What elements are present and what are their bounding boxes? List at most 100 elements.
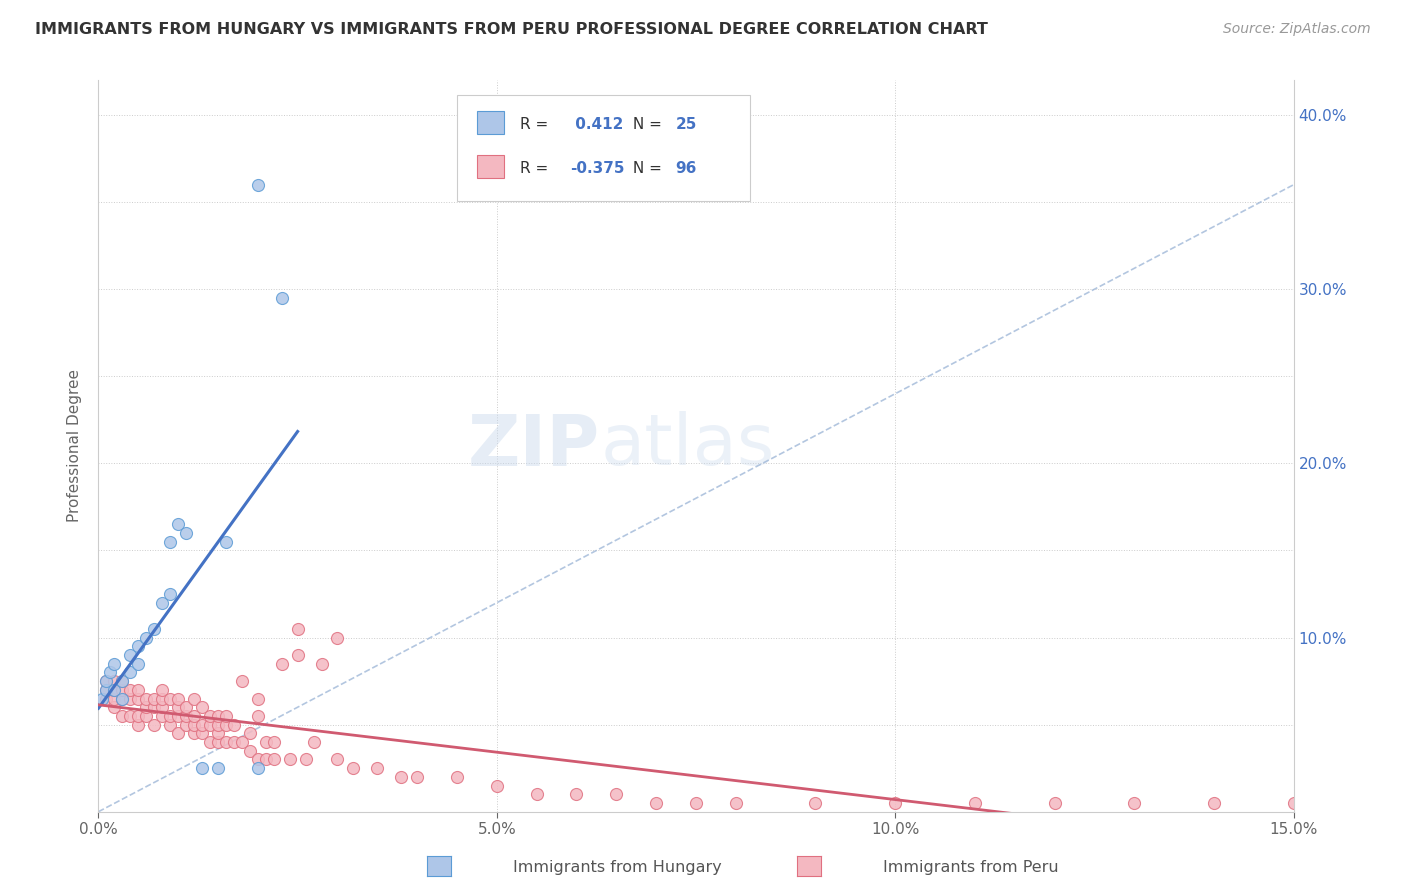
Point (605, 787, 627, 801)
Point (96, 682, 118, 697)
Point (127, 691, 149, 706)
Point (120, 682, 142, 697)
Point (215, 717, 238, 731)
Text: -0.375: -0.375 (571, 161, 626, 176)
Point (135, 709, 157, 723)
Point (167, 726, 190, 740)
Point (174, 717, 197, 731)
Text: 25: 25 (676, 117, 697, 132)
Point (96, 674, 118, 689)
Point (135, 700, 157, 714)
Point (103, 657, 125, 671)
Point (191, 717, 214, 731)
Point (207, 735, 229, 749)
Point (1123, 796, 1146, 810)
Point (150, 596, 173, 610)
Point (111, 709, 134, 723)
Point (150, 700, 173, 714)
Point (263, 752, 285, 766)
Point (167, 517, 190, 532)
Point (207, 726, 229, 740)
Point (1043, 796, 1066, 810)
Point (342, 761, 364, 775)
Point (246, 178, 269, 192)
FancyBboxPatch shape (477, 112, 503, 134)
Point (207, 717, 229, 731)
Text: IMMIGRANTS FROM HUNGARY VS IMMIGRANTS FROM PERU PROFESSIONAL DEGREE CORRELATION : IMMIGRANTS FROM HUNGARY VS IMMIGRANTS FR… (35, 22, 988, 37)
Text: 96: 96 (676, 161, 697, 176)
Point (150, 709, 173, 723)
Point (91, 691, 114, 706)
Point (389, 770, 412, 784)
Point (159, 709, 181, 723)
Text: Immigrants from Peru: Immigrants from Peru (883, 860, 1059, 874)
Point (96, 682, 118, 697)
Point (446, 770, 468, 784)
Point (254, 752, 277, 766)
Point (326, 631, 349, 645)
Point (127, 640, 149, 654)
Point (278, 752, 301, 766)
Point (183, 717, 205, 731)
Point (366, 761, 388, 775)
Point (231, 674, 253, 689)
Point (804, 796, 827, 810)
FancyBboxPatch shape (457, 95, 749, 201)
Point (254, 735, 277, 749)
Point (191, 761, 214, 775)
Text: R =: R = (520, 117, 554, 132)
Text: N =: N = (628, 117, 666, 132)
Point (1282, 796, 1305, 810)
Point (159, 534, 181, 549)
Point (103, 674, 125, 689)
Point (302, 735, 325, 749)
Point (1202, 796, 1225, 810)
Point (127, 717, 149, 731)
Point (143, 717, 166, 731)
Point (215, 534, 238, 549)
FancyBboxPatch shape (477, 155, 503, 178)
Point (215, 735, 238, 749)
Text: 0.412: 0.412 (571, 117, 624, 132)
Point (127, 682, 149, 697)
Text: Immigrants from Hungary: Immigrants from Hungary (513, 860, 721, 874)
Point (222, 735, 245, 749)
Point (143, 691, 166, 706)
Point (270, 657, 292, 671)
Point (198, 735, 221, 749)
Point (724, 796, 747, 810)
Point (111, 691, 134, 706)
Point (326, 752, 349, 766)
Point (311, 657, 333, 671)
Point (645, 796, 668, 810)
Point (127, 657, 149, 671)
Point (143, 622, 166, 636)
Point (159, 587, 181, 601)
Point (565, 787, 588, 801)
Point (246, 752, 269, 766)
Point (103, 682, 125, 697)
Point (135, 691, 157, 706)
Point (183, 709, 205, 723)
Point (963, 796, 986, 810)
Point (191, 726, 214, 740)
Text: atlas: atlas (600, 411, 775, 481)
Point (159, 691, 181, 706)
Point (103, 691, 125, 706)
Point (207, 709, 229, 723)
Point (103, 682, 125, 697)
Point (96, 691, 118, 706)
Point (120, 709, 142, 723)
Text: ZIP: ZIP (468, 411, 600, 481)
Point (198, 709, 221, 723)
Point (120, 665, 142, 680)
Point (294, 752, 316, 766)
Point (685, 796, 707, 810)
Point (239, 744, 262, 758)
Point (167, 709, 190, 723)
Point (246, 709, 269, 723)
Point (287, 648, 309, 662)
Point (485, 779, 508, 793)
Point (215, 709, 238, 723)
Point (150, 682, 173, 697)
